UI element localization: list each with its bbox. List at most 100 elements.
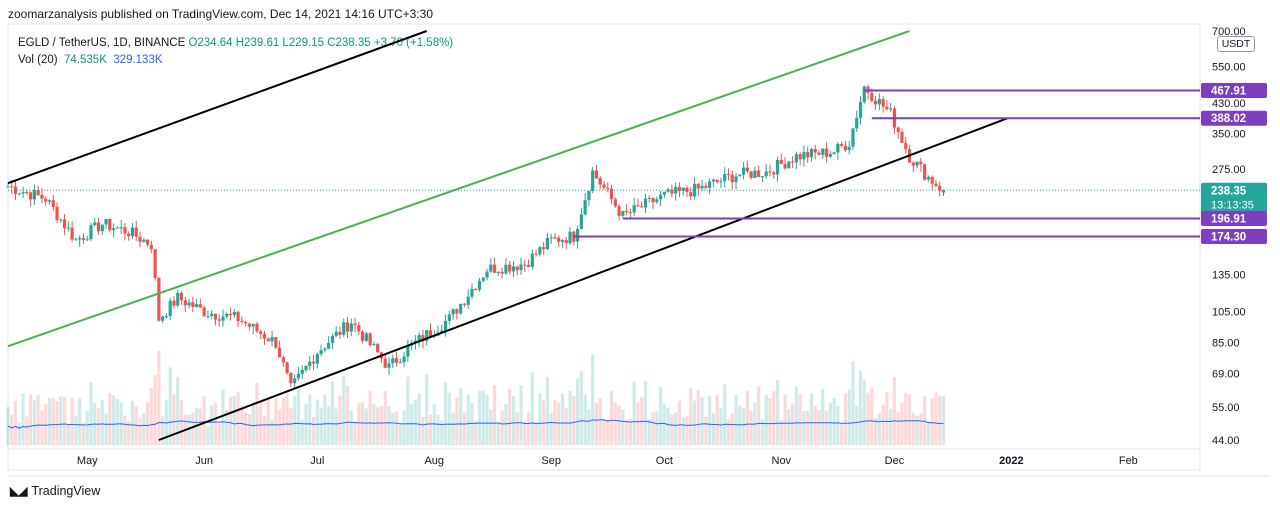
volume-bar (591, 354, 595, 445)
candle (266, 337, 270, 342)
channel-line-black-upper[interactable] (7, 30, 428, 185)
price-tick-label: 550.00 (1212, 62, 1246, 74)
footer-brand: TradingView (31, 484, 101, 498)
volume-bar (247, 414, 252, 445)
candle (606, 182, 610, 193)
candle (760, 175, 765, 183)
trend-channels[interactable] (7, 30, 1008, 441)
volume-bar (127, 420, 131, 445)
currency-unit-button[interactable]: USDT (1217, 36, 1255, 52)
candle (153, 248, 157, 281)
time-tick-label: Feb (1119, 455, 1138, 467)
volume-bar (17, 422, 21, 445)
time-axis[interactable]: May Jun Jul Aug Sep Oct Nov Dec 2022 Feb (77, 455, 1138, 467)
candle (625, 204, 629, 216)
volume-bar (579, 371, 583, 445)
candle (873, 96, 878, 110)
candle (764, 164, 768, 179)
volume-bar (813, 405, 817, 445)
volume-bar (934, 392, 938, 445)
volume-bar (870, 387, 874, 445)
channel-line-green[interactable] (7, 30, 910, 348)
candle (704, 182, 708, 190)
volume-bar (364, 408, 368, 445)
candle (108, 218, 112, 233)
candle (51, 194, 55, 212)
candle (451, 308, 455, 320)
candle (277, 340, 282, 358)
candles (6, 84, 946, 389)
candle (858, 95, 863, 125)
price-label-tag: 388.02 (1201, 110, 1267, 126)
candle (47, 199, 52, 205)
volume-bar (145, 402, 150, 445)
volume-bar (907, 394, 912, 445)
volume-bar (485, 394, 489, 445)
time-tick-label: Jul (310, 455, 324, 467)
candle (25, 189, 29, 196)
volume-bar (723, 384, 727, 445)
volume-bar (602, 420, 606, 445)
candle (285, 361, 289, 375)
candle (919, 157, 923, 172)
candle (100, 224, 104, 235)
volume-bar (47, 397, 52, 445)
volume-bar (130, 401, 135, 445)
volume-bar (606, 418, 610, 445)
volume-ma-value: 329.133K (113, 54, 163, 66)
volume-bar (511, 395, 516, 445)
volume-bar (843, 393, 848, 445)
candle (719, 177, 723, 189)
channel-line-black-lower[interactable] (158, 117, 1008, 441)
price-axis[interactable]: 700.00 550.00 430.00 350.00 275.00 135.00 105.… (1212, 26, 1246, 447)
candle (142, 237, 146, 243)
time-tick-label: Jun (195, 455, 213, 467)
candle (836, 142, 840, 160)
volume-bar (881, 404, 885, 445)
candle (66, 221, 70, 232)
price-tick-label: 69.00 (1212, 368, 1240, 380)
volume-bar (104, 413, 108, 445)
candle (44, 196, 48, 206)
volume-bar (760, 419, 765, 445)
volume-bar (911, 413, 915, 445)
volume-label[interactable]: Vol (20) (18, 54, 58, 66)
volume-bar (689, 388, 693, 445)
price-label-tag: 467.91 (1201, 83, 1267, 99)
candle (398, 358, 402, 364)
candle (59, 218, 63, 223)
candle (300, 365, 304, 380)
volume-bar (262, 415, 267, 445)
volume-bar (836, 406, 840, 445)
candle (885, 100, 889, 111)
volume-bar (402, 410, 406, 445)
volume-bar (96, 408, 101, 445)
volume-bar (493, 385, 497, 445)
price-tick-label: 85.00 (1212, 338, 1240, 350)
candle (538, 246, 542, 257)
candle (402, 351, 406, 368)
candle (504, 258, 508, 275)
svg-text:174.30: 174.30 (1211, 232, 1246, 244)
svg-text:388.02: 388.02 (1211, 113, 1246, 125)
volume-ma-line (7, 419, 944, 429)
candle (772, 170, 776, 179)
volume-bar (613, 402, 617, 445)
volume-bar (455, 397, 459, 445)
volume-bar (715, 395, 719, 445)
price-tick-label: 700.00 (1212, 26, 1246, 38)
candle (228, 307, 233, 321)
symbol-label[interactable]: EGLD / TetherUS, 1D, BINANCE (18, 37, 186, 49)
volume-bar (598, 398, 602, 445)
price-tick-label: 275.00 (1212, 164, 1246, 176)
volume-bar (379, 405, 384, 445)
volume-bar (240, 405, 244, 445)
volume-bar (923, 396, 927, 445)
price-tick-label: 430.00 (1212, 98, 1246, 110)
support-levels[interactable] (573, 89, 1200, 238)
volume-bar (768, 398, 772, 445)
time-tick-label: Sep (541, 455, 561, 467)
volume-bar (10, 414, 14, 445)
volume-bar (296, 389, 301, 445)
